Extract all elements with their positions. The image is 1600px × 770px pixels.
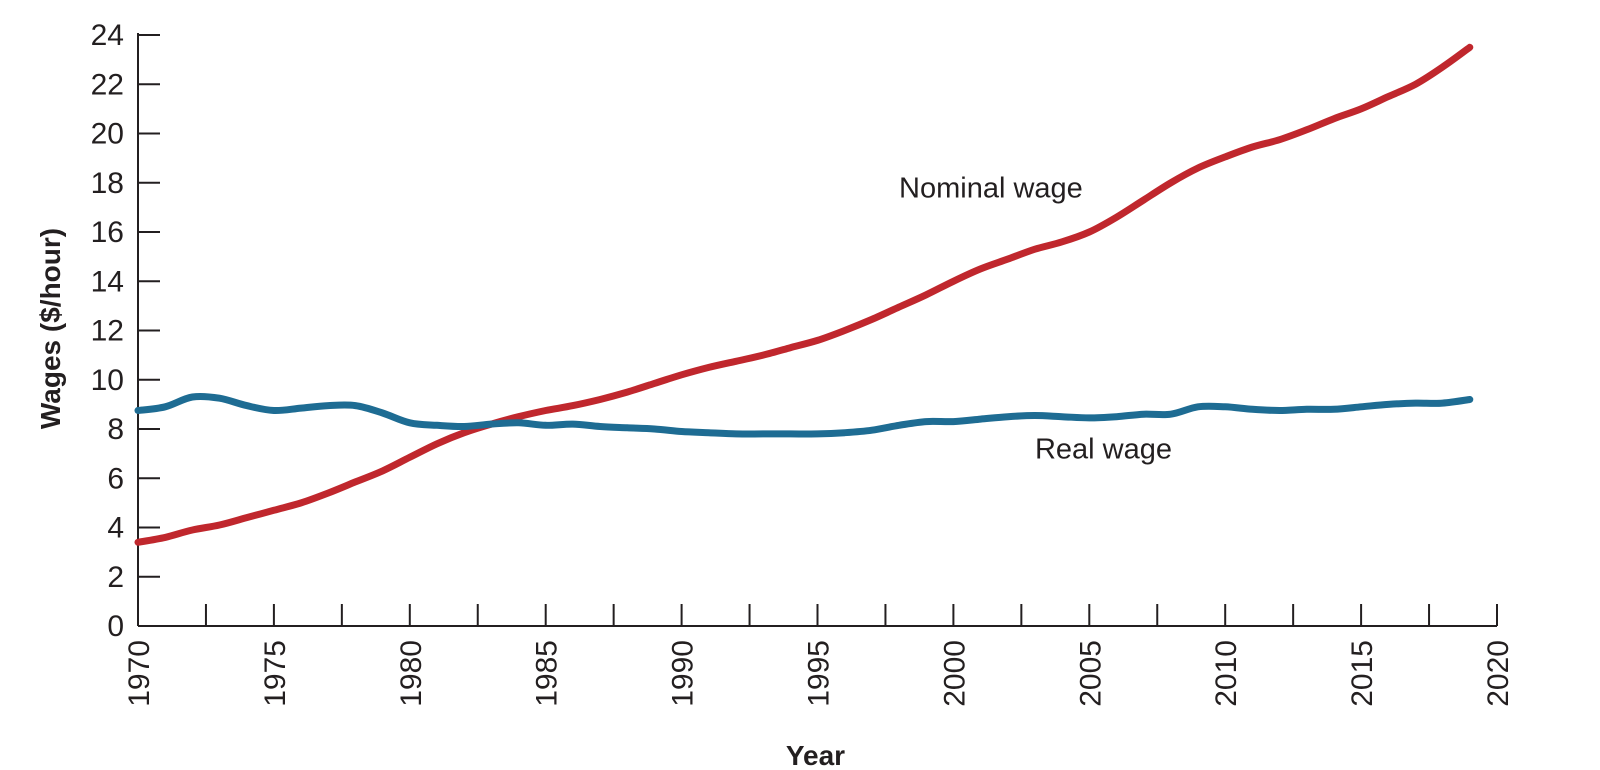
y-tick-label: 22 <box>91 68 124 101</box>
y-tick-label: 14 <box>91 265 124 298</box>
chart-axes <box>137 33 1497 627</box>
real-wage-line <box>134 392 1474 438</box>
x-tick-label: 1985 <box>531 640 564 707</box>
x-axis-ticks: 1970 1975 1980 1985 1990 1995 2000 2005 2010 2015… <box>123 604 1515 707</box>
x-tick-label: 2015 <box>1346 640 1379 707</box>
x-tick-label: 1980 <box>395 640 428 707</box>
x-tick-label: 1975 <box>259 640 292 707</box>
x-tick-label: 1990 <box>667 640 700 707</box>
y-tick-label: 6 <box>107 462 124 495</box>
x-tick-label: 2020 <box>1482 640 1515 707</box>
y-tick-label: 18 <box>91 167 124 200</box>
x-tick-label: 2005 <box>1074 640 1107 707</box>
y-tick-label: 12 <box>91 315 124 348</box>
y-tick-label: 8 <box>107 413 124 446</box>
x-tick-label: 2010 <box>1210 640 1243 707</box>
x-tick-label: 2000 <box>938 640 971 707</box>
x-tick-label: 1970 <box>123 640 156 707</box>
y-tick-label: 4 <box>107 512 124 545</box>
nominal-wage-label: Nominal wage <box>899 173 1083 205</box>
y-tick-label: 0 <box>107 610 124 643</box>
y-tick-label: 10 <box>91 364 124 397</box>
y-tick-label: 20 <box>91 118 124 151</box>
y-tick-label: 16 <box>91 216 124 249</box>
real-wage-label: Real wage <box>1035 434 1172 466</box>
y-axis-title: Wages ($/hour) <box>35 228 66 429</box>
y-tick-label: 24 <box>91 19 124 52</box>
nominal-wage-line <box>134 43 1474 546</box>
y-tick-label: 2 <box>107 561 124 594</box>
x-axis-title: Year <box>786 740 845 770</box>
x-tick-label: 1995 <box>803 640 836 707</box>
series-layer: Nominal wage Real wage <box>134 43 1474 546</box>
